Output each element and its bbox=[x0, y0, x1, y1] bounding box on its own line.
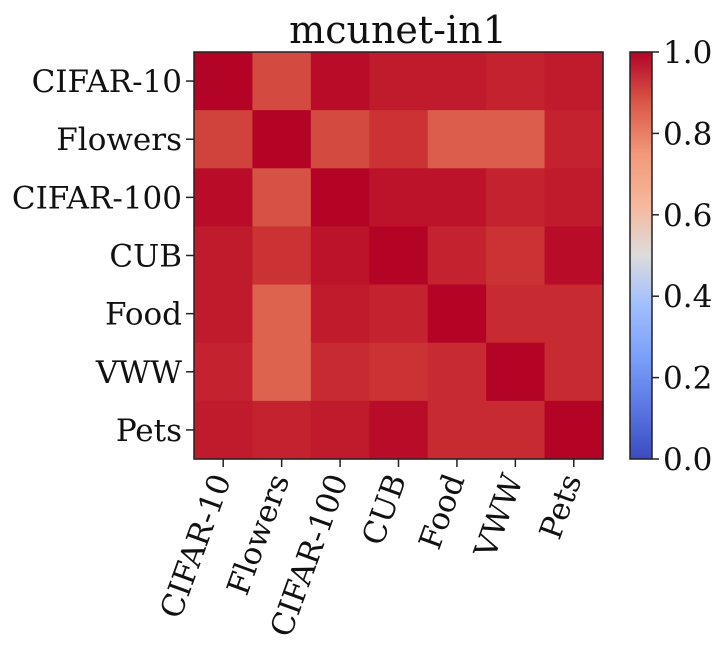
heatmap-cell bbox=[486, 110, 546, 169]
heatmap-cell bbox=[486, 52, 546, 111]
colorbar-tick-label: 0.2 bbox=[663, 361, 712, 397]
colorbar-tick-label: 0.0 bbox=[663, 442, 712, 478]
colorbar-axis: 0.0 0.2 0.4 0.6 0.8 1.0 bbox=[652, 35, 712, 478]
heatmap-cell bbox=[194, 110, 254, 169]
heatmap-cell bbox=[310, 52, 370, 111]
heatmap-cell bbox=[427, 110, 487, 169]
heatmap-cell bbox=[369, 226, 429, 286]
heatmap-cell bbox=[252, 226, 312, 286]
y-tick-label: Food bbox=[105, 297, 182, 333]
colorbar-tick-label: 0.6 bbox=[663, 198, 712, 234]
heatmap-cell bbox=[252, 110, 312, 169]
heatmap-cell bbox=[194, 52, 254, 111]
heatmap-cell bbox=[427, 400, 487, 460]
heatmap-cell bbox=[544, 342, 604, 402]
heatmap-cell bbox=[544, 400, 604, 460]
heatmap-cell bbox=[194, 226, 254, 286]
heatmap-cell bbox=[194, 342, 254, 402]
x-tick-label: Food bbox=[412, 469, 472, 554]
x-tick-label: CUB bbox=[355, 469, 414, 550]
y-tick-label: CIFAR-100 bbox=[12, 180, 182, 216]
heatmap-cell bbox=[427, 284, 487, 344]
heatmap-cell bbox=[310, 110, 370, 169]
y-tick-label: CIFAR-10 bbox=[32, 64, 182, 100]
heatmap-cell bbox=[486, 400, 546, 460]
heatmap-cell bbox=[369, 400, 429, 460]
heatmap-cell bbox=[369, 342, 429, 402]
heatmap-cell bbox=[252, 52, 312, 111]
heatmap-cell bbox=[544, 110, 604, 169]
y-axis: CIFAR-10 Flowers CIFAR-100 CUB Food VWW Pets bbox=[12, 64, 194, 449]
heatmap-cell bbox=[544, 168, 604, 228]
heatmap-cell bbox=[486, 342, 546, 402]
y-tick-label: VWW bbox=[95, 355, 182, 391]
heatmap-cell bbox=[310, 284, 370, 344]
heatmap-cells bbox=[194, 52, 604, 460]
heatmap-cell bbox=[252, 400, 312, 460]
y-tick-label: Flowers bbox=[56, 122, 182, 158]
colorbar-tick-label: 0.8 bbox=[663, 116, 712, 152]
heatmap-cell bbox=[427, 168, 487, 228]
colorbar bbox=[629, 51, 653, 460]
x-tick-label: VWW bbox=[467, 469, 531, 563]
heatmap-cell bbox=[310, 400, 370, 460]
heatmap-cell bbox=[544, 284, 604, 344]
heatmap-cell bbox=[486, 168, 546, 228]
heatmap-cell bbox=[252, 342, 312, 402]
heatmap-cell bbox=[486, 284, 546, 344]
heatmap-cell bbox=[310, 342, 370, 402]
heatmap-cell bbox=[369, 284, 429, 344]
heatmap-cell bbox=[427, 52, 487, 111]
heatmap-cell bbox=[194, 400, 254, 460]
heatmap-cell bbox=[486, 226, 546, 286]
colorbar-tick-label: 0.4 bbox=[663, 279, 712, 315]
y-tick-label: CUB bbox=[109, 239, 182, 275]
colorbar-tick-label: 1.0 bbox=[663, 35, 712, 71]
x-tick-label: CIFAR-10 bbox=[153, 469, 238, 623]
heatmap-cell bbox=[252, 284, 312, 344]
heatmap-cell bbox=[544, 226, 604, 286]
heatmap-cell bbox=[310, 168, 370, 228]
heatmap-cell bbox=[427, 226, 487, 286]
heatmap-cell bbox=[369, 52, 429, 111]
heatmap-cell bbox=[252, 168, 312, 228]
x-tick-label: Pets bbox=[533, 469, 589, 544]
heatmap-cell bbox=[194, 168, 254, 228]
heatmap-cell bbox=[194, 284, 254, 344]
heatmap-cell bbox=[544, 52, 604, 111]
heatmap-cell bbox=[310, 226, 370, 286]
chart-title: mcunet-in1 bbox=[289, 8, 507, 52]
y-tick-label: Pets bbox=[116, 413, 182, 449]
heatmap-cell bbox=[427, 342, 487, 402]
heatmap-cell bbox=[369, 110, 429, 169]
heatmap-cell bbox=[369, 168, 429, 228]
